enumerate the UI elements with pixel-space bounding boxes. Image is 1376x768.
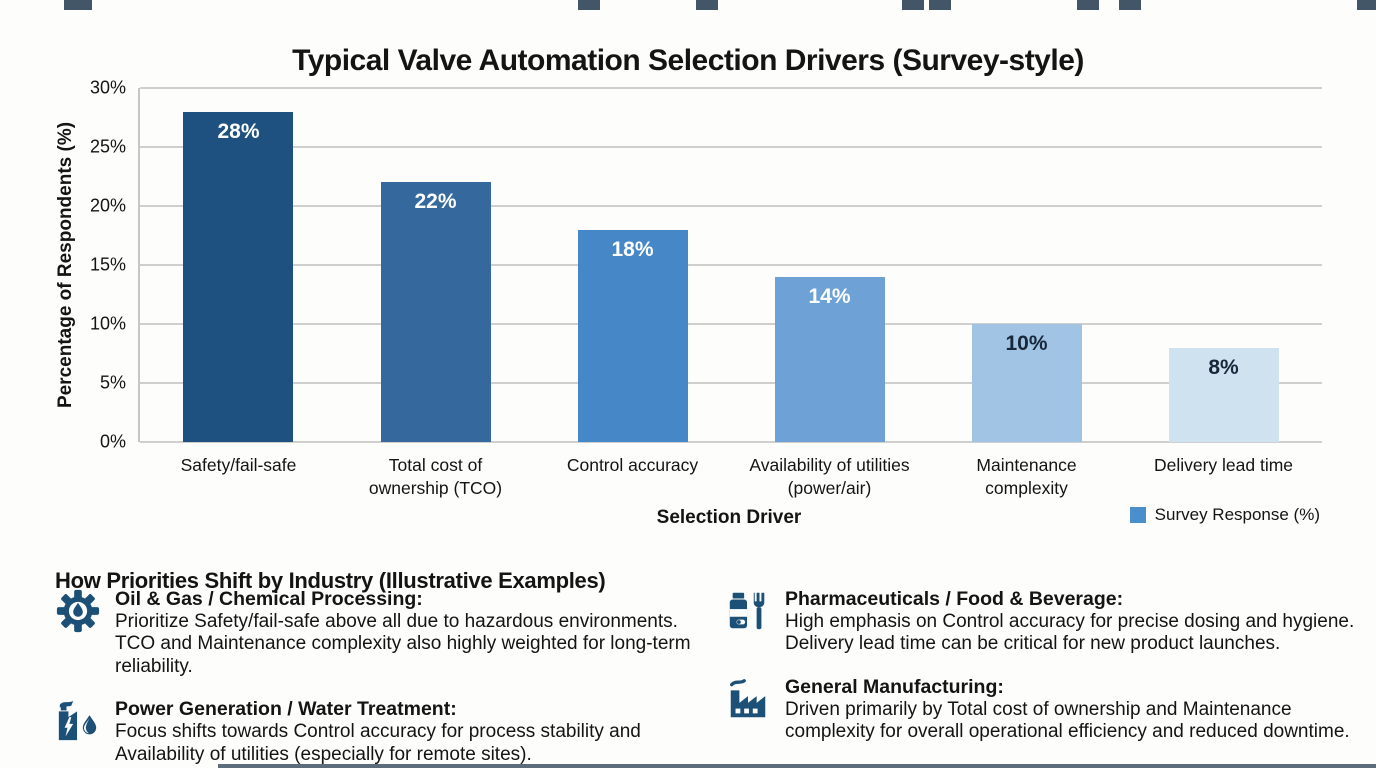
x-category-label: Control accuracy	[566, 455, 699, 475]
gridline	[140, 205, 1322, 207]
gridline	[140, 87, 1322, 89]
plot-area: 0% 5% 10% 15% 20% 25% 30% 28% Safety/fail-safe 22…	[90, 78, 1322, 498]
bar-value-label: 10%	[1005, 332, 1048, 355]
x-category-label: Safety/fail-safe	[180, 455, 297, 475]
top-edge-artifact	[1077, 0, 1099, 10]
bar: 18%	[577, 229, 688, 442]
top-edge-artifact	[696, 0, 718, 10]
industry-item-text: General Manufacturing: Driven primarily …	[785, 676, 1360, 744]
bar: 8%	[1168, 347, 1279, 442]
industry-item-text: Oil & Gas / Chemical Processing: Priorit…	[115, 588, 717, 678]
y-axis-title: Percentage of Respondents (%)	[55, 121, 76, 409]
legend-swatch-icon	[1129, 507, 1146, 523]
bar: 22%	[380, 182, 491, 442]
factory-icon	[725, 676, 771, 722]
x-category-label: Delivery lead time	[1153, 455, 1294, 475]
top-edge-artifact	[902, 0, 924, 10]
industry-grid: Oil & Gas / Chemical Processing: Priorit…	[55, 588, 1360, 766]
legend: Survey Response (%)	[1129, 505, 1320, 525]
gridline	[140, 264, 1322, 266]
x-axis-title: Selection Driver	[656, 507, 802, 528]
industry-column-right: Pharmaceuticals / Food & Beverage: High …	[725, 588, 1360, 766]
top-edge-artifact	[578, 0, 600, 10]
y-tick-label: 5%	[99, 372, 126, 393]
industry-item-text: Pharmaceuticals / Food & Beverage: High …	[785, 588, 1360, 656]
industry-item-text: Power Generation / Water Treatment: Focu…	[115, 698, 717, 766]
industry-item-manufacturing: General Manufacturing: Driven primarily …	[725, 676, 1360, 744]
gridline	[140, 382, 1322, 384]
pharma-food-icon	[725, 588, 771, 634]
industry-item-oil-gas: Oil & Gas / Chemical Processing: Priorit…	[55, 588, 717, 678]
bar-value-label: 28%	[217, 119, 260, 143]
bar-value-label: 8%	[1208, 355, 1239, 379]
industry-item-body: High emphasis on Control accuracy for pr…	[785, 611, 1355, 655]
industry-column-left: Oil & Gas / Chemical Processing: Priorit…	[55, 588, 717, 766]
top-edge-artifact	[64, 0, 92, 10]
y-tick-label: 25%	[89, 136, 126, 157]
bottom-edge-artifact	[218, 764, 1376, 768]
gridline	[140, 323, 1322, 325]
industry-item-body: Prioritize Safety/fail-safe above all du…	[115, 611, 691, 677]
gridline	[140, 441, 1322, 443]
bar-value-label: 22%	[414, 190, 457, 214]
industry-item-body: Driven primarily by Total cost of owners…	[785, 698, 1350, 743]
industry-item-pharma-food: Pharmaceuticals / Food & Beverage: High …	[725, 588, 1360, 656]
bar: 10%	[971, 324, 1082, 442]
industry-item-title: General Manufacturing:	[785, 675, 1004, 698]
x-category-label: Total cost of ownership (TCO)	[368, 455, 503, 498]
industry-item-title: Power Generation / Water Treatment:	[115, 698, 457, 721]
bar-value-label: 18%	[611, 237, 654, 261]
industry-heading: How Priorities Shift by Industry (Illust…	[55, 568, 606, 594]
chart-title: Typical Valve Automation Selection Drive…	[292, 44, 1084, 78]
bar-chart: Percentage of Respondents (%) 0% 5% 10% 15%…	[0, 75, 1376, 540]
gear-droplet-icon	[55, 588, 101, 634]
top-edge-artifact	[929, 0, 951, 10]
gridline	[140, 146, 1322, 148]
x-category-label: Maintenance complexity	[976, 455, 1077, 498]
industry-item-title: Oil & Gas / Chemical Processing:	[115, 588, 423, 610]
bar-value-label: 14%	[808, 284, 851, 308]
industry-item-title: Pharmaceuticals / Food & Beverage:	[785, 588, 1124, 610]
y-tick-label: 20%	[89, 195, 126, 216]
power-plant-icon	[55, 698, 101, 744]
y-tick-label: 10%	[89, 313, 126, 334]
top-edge-artifact	[1357, 0, 1376, 10]
y-tick-label: 0%	[99, 431, 126, 452]
y-tick-label: 15%	[89, 254, 126, 275]
bar: 28%	[183, 111, 294, 442]
top-edge-artifact	[1119, 0, 1141, 10]
bar: 14%	[774, 276, 885, 442]
x-category-label: Availability of utilities (power/air)	[749, 455, 910, 498]
y-tick-label: 30%	[89, 77, 126, 98]
industry-item-body: Focus shifts towards Control accuracy fo…	[115, 721, 641, 765]
legend-label: Survey Response (%)	[1154, 505, 1320, 524]
industry-item-power-water: Power Generation / Water Treatment: Focu…	[55, 698, 717, 766]
